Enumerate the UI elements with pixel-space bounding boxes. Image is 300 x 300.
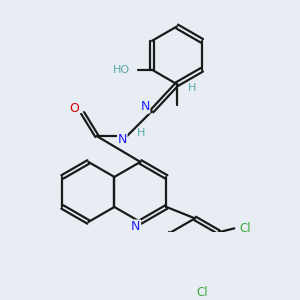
Text: N: N bbox=[118, 134, 127, 146]
Text: H: H bbox=[137, 128, 146, 138]
Text: N: N bbox=[140, 100, 150, 113]
Text: Cl: Cl bbox=[197, 286, 208, 298]
Text: Cl: Cl bbox=[239, 222, 250, 235]
Text: O: O bbox=[69, 102, 79, 115]
Text: HO: HO bbox=[113, 65, 130, 75]
Text: H: H bbox=[188, 83, 196, 93]
Text: N: N bbox=[131, 220, 140, 233]
